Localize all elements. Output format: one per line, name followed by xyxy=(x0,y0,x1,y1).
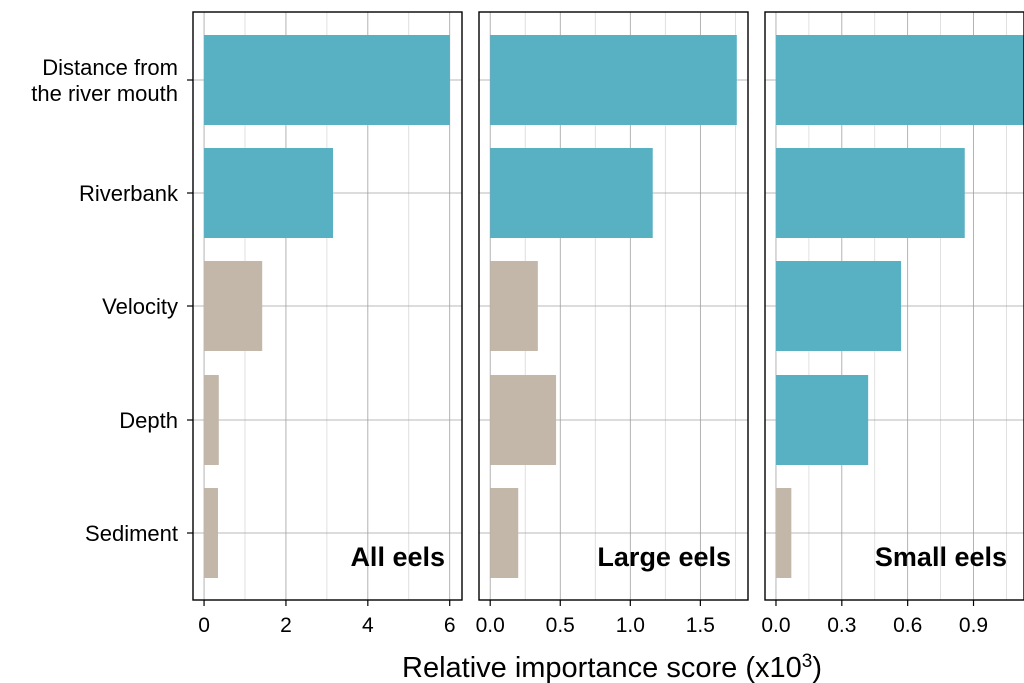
panel-frame xyxy=(192,11,463,601)
bar xyxy=(775,488,792,578)
bar xyxy=(490,488,519,578)
category-label-line: Distance from xyxy=(42,55,178,80)
x-tick-label: 0.6 xyxy=(893,614,922,637)
panel-label: All eels xyxy=(350,542,445,572)
panel-plot-area xyxy=(765,12,1024,600)
panel-plot-area xyxy=(479,12,748,600)
bar xyxy=(490,261,538,351)
bar xyxy=(204,375,219,465)
category-label: Riverbank xyxy=(79,181,179,206)
category-label-line: the river mouth xyxy=(31,81,178,106)
x-axis-title-suffix: ) xyxy=(812,652,822,683)
category-label: Depth xyxy=(119,408,178,433)
category-label-line: Riverbank xyxy=(79,181,179,206)
bar xyxy=(204,35,450,125)
panels: All eels 0 2 4 6 Large eels 0.0 0.5 1.0 1.5 Small … xyxy=(192,11,1024,637)
bar xyxy=(775,148,965,238)
x-axis-title: Relative importance score (x103) xyxy=(402,651,822,683)
bar xyxy=(775,375,869,465)
x-tick-label: 1.5 xyxy=(686,614,715,637)
category-label-line: Depth xyxy=(119,408,178,433)
bar xyxy=(204,148,334,238)
x-tick-label: 0 xyxy=(198,614,210,637)
bar xyxy=(490,375,557,465)
category-label: Velocity xyxy=(102,294,178,319)
category-label: Distance from the river mouth xyxy=(31,55,178,106)
x-axis-title-superscript: 3 xyxy=(802,651,813,672)
bar xyxy=(775,35,1024,125)
x-tick-label: 2 xyxy=(280,614,292,637)
x-tick-label: 0.0 xyxy=(761,614,790,637)
x-tick-label: 6 xyxy=(444,614,456,637)
panel-0: All eels 0 2 4 6 xyxy=(192,11,463,637)
bar xyxy=(490,148,653,238)
bar xyxy=(490,35,737,125)
panel-plot-area xyxy=(193,12,462,600)
x-tick-label: 1.0 xyxy=(616,614,645,637)
panel-1: Large eels 0.0 0.5 1.0 1.5 xyxy=(476,11,749,637)
panel-label: Small eels xyxy=(875,542,1007,572)
panel-2: Small eels 0.0 0.3 0.6 0.9 xyxy=(761,11,1024,637)
bar xyxy=(204,488,218,578)
x-tick-label: 0.0 xyxy=(476,614,505,637)
panel-label: Large eels xyxy=(597,542,731,572)
panel-frame xyxy=(478,11,749,601)
bar xyxy=(775,261,902,351)
bar xyxy=(204,261,263,351)
category-label-line: Velocity xyxy=(102,294,178,319)
x-tick-label: 0.3 xyxy=(827,614,856,637)
panel-frame xyxy=(764,11,1024,601)
x-tick-label: 0.5 xyxy=(546,614,575,637)
category-label: Sediment xyxy=(85,521,178,546)
category-label-line: Sediment xyxy=(85,521,178,546)
x-tick-label: 0.9 xyxy=(959,614,988,637)
x-tick-label: 4 xyxy=(362,614,374,637)
x-axis-title-text: Relative importance score (x10 xyxy=(402,652,802,683)
category-labels: Distance from the river mouth Riverbank Vel… xyxy=(31,55,193,546)
